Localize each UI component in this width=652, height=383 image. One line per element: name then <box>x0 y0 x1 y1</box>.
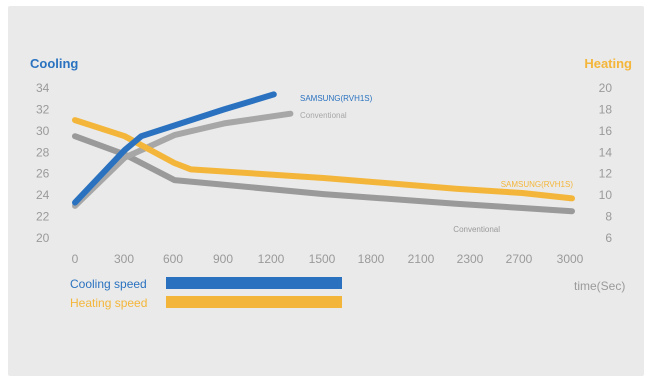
series-label: Conventional <box>453 225 500 234</box>
left-tick-label: 26 <box>36 167 50 181</box>
left-tick-label: 24 <box>36 188 50 202</box>
series-line-cooling-samsung <box>72 91 277 206</box>
left-tick-label: 32 <box>36 102 50 116</box>
left-tick-label: 22 <box>36 210 50 224</box>
left-tick-label: 34 <box>36 81 50 95</box>
series-label: SAMSUNG(RVH1S) <box>300 94 373 103</box>
x-tick-label: 1800 <box>358 252 385 266</box>
x-tick-label: 2700 <box>506 252 533 266</box>
left-axis-title: Cooling <box>30 56 78 71</box>
legend-label: Cooling speed <box>70 277 147 291</box>
series-line-cooling-conventional <box>72 110 294 209</box>
left-tick-label: 28 <box>36 145 50 159</box>
x-tick-label: 1200 <box>258 252 285 266</box>
x-tick-label: 300 <box>114 252 134 266</box>
chart-panel <box>8 6 644 376</box>
left-tick-label: 20 <box>36 231 50 245</box>
x-tick-label: 2300 <box>457 252 484 266</box>
series-label: Conventional <box>300 111 347 120</box>
right-tick-label: 20 <box>599 81 613 95</box>
x-tick-label: 3000 <box>557 252 584 266</box>
legend-speed-bar <box>166 296 342 308</box>
right-tick-label: 14 <box>599 145 613 159</box>
x-tick-label: 1500 <box>309 252 336 266</box>
right-tick-label: 6 <box>605 231 612 245</box>
x-tick-label: 900 <box>213 252 233 266</box>
right-tick-label: 10 <box>599 188 613 202</box>
left-tick-label: 30 <box>36 124 50 138</box>
right-axis-title: Heating <box>584 56 632 71</box>
right-tick-label: 12 <box>599 167 613 181</box>
right-tick-label: 8 <box>605 210 612 224</box>
series-label: SAMSUNG(RVH1S) <box>501 180 574 189</box>
x-tick-label: 2100 <box>408 252 435 266</box>
right-tick-label: 16 <box>599 124 613 138</box>
x-tick-label: 0 <box>72 252 79 266</box>
right-tick-label: 18 <box>599 102 613 116</box>
legend-speed-bar <box>166 277 342 289</box>
legend-label: Heating speed <box>70 296 147 310</box>
x-tick-label: 600 <box>163 252 183 266</box>
x-axis-label: time(Sec) <box>574 279 625 293</box>
